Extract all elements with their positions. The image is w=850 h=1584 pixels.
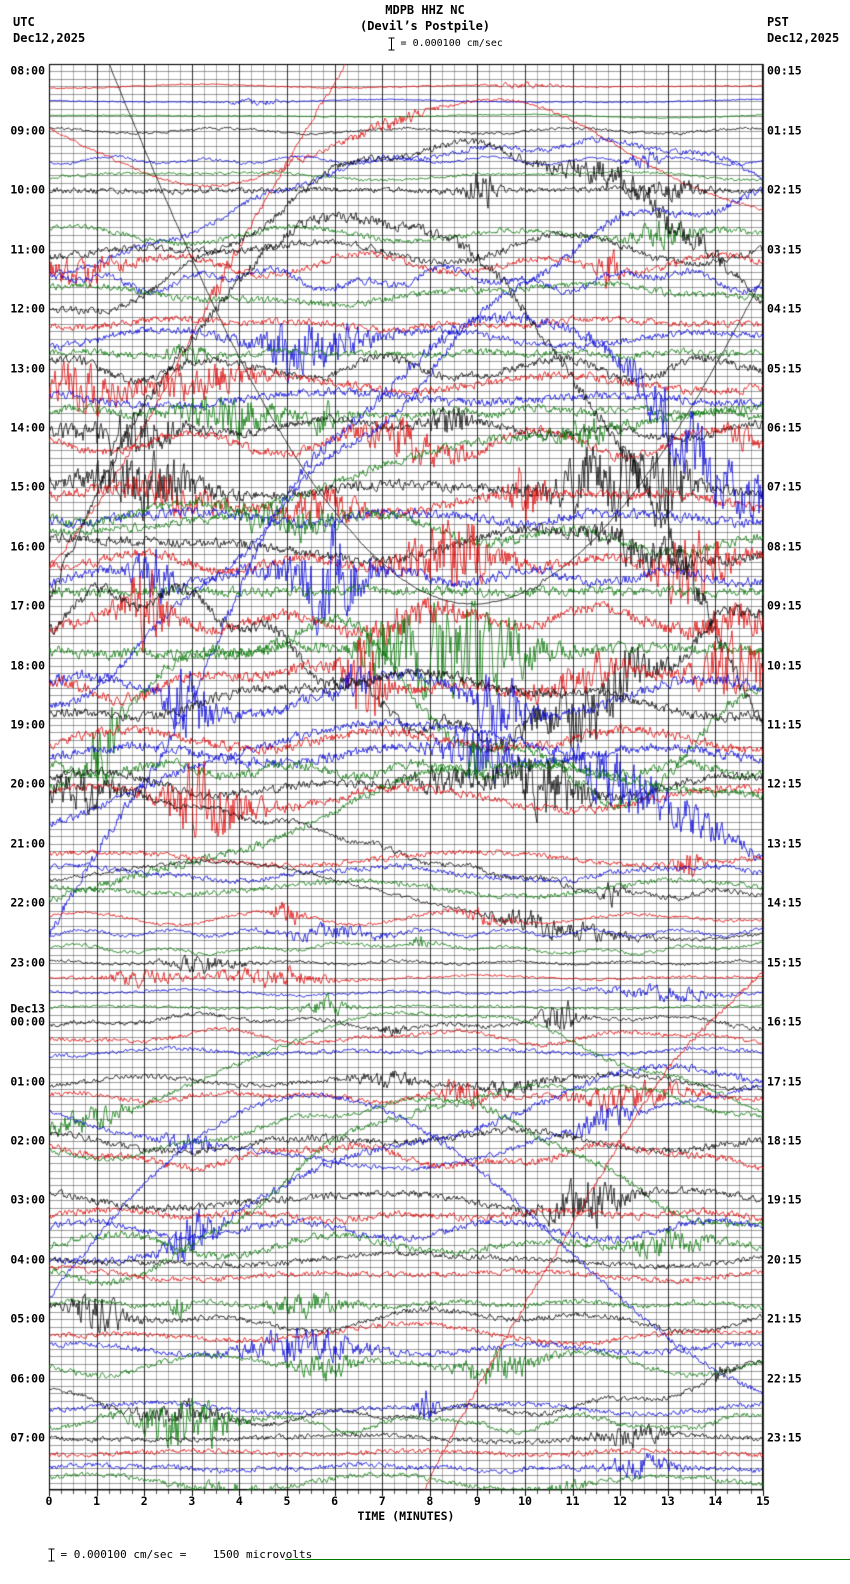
utc-hour-label: 14:00 [10, 420, 45, 435]
pst-hour-label: 20:15 [767, 1252, 802, 1266]
scale-indicator: = 0.000100 cm/sec [348, 37, 503, 51]
calibration-ibeam-icon [8, 1548, 56, 1562]
x-axis-tick: 0 [45, 1494, 53, 1508]
utc-hour-label: 17:00 [10, 598, 45, 613]
pst-hour-label: 03:15 [767, 241, 802, 256]
pst-hour-label: 09:15 [767, 598, 802, 613]
pst-hour-label: 18:15 [767, 1133, 802, 1148]
pst-hour-label: 13:15 [767, 836, 802, 851]
x-axis-tick: 9 [473, 1494, 481, 1508]
utc-hour-label: 15:00 [10, 479, 45, 494]
utc-hour-label: 08:00 [10, 63, 45, 78]
utc-date-break-label: Dec13 [10, 1001, 45, 1016]
pst-hour-label: 06:15 [767, 420, 802, 435]
pst-hour-label: 19:15 [767, 1192, 802, 1207]
utc-hour-label: 13:00 [10, 360, 45, 375]
utc-hour-label: 23:00 [10, 954, 45, 969]
utc-date-label: Dec12,2025 [13, 31, 86, 45]
pst-hour-label: 15:15 [767, 954, 802, 969]
utc-hour-label: 01:00 [10, 1073, 45, 1088]
x-axis-tick: 10 [518, 1494, 532, 1508]
utc-hour-label: 07:00 [10, 1430, 45, 1445]
x-axis-tick: 7 [378, 1494, 386, 1508]
utc-timezone-label: UTC [13, 15, 35, 29]
utc-hour-label: 05:00 [10, 1311, 45, 1326]
utc-hour-label: 12:00 [10, 301, 45, 316]
x-axis-tick: 8 [426, 1494, 434, 1508]
utc-hour-label: 04:00 [10, 1252, 45, 1266]
x-axis-title: TIME (MINUTES) [357, 1509, 455, 1523]
utc-hour-label: 16:00 [10, 539, 45, 553]
pst-hour-label: 10:15 [767, 657, 802, 672]
utc-hour-label: 02:00 [10, 1133, 45, 1148]
x-axis-tick: 6 [331, 1494, 339, 1508]
station-title: MDPB HHZ NC [385, 3, 465, 17]
calibration-note: = 0.000100 cm/sec = 1500 microvolts [8, 1548, 312, 1562]
pst-hour-label: 12:15 [767, 776, 802, 791]
utc-hour-label: 18:00 [10, 657, 45, 672]
scale-label: = 0.000100 cm/sec [400, 38, 503, 49]
x-axis-tick: 11 [565, 1494, 580, 1508]
pst-hour-label: 16:15 [767, 1014, 802, 1029]
pst-hour-label: 01:15 [767, 123, 802, 138]
x-axis-tick: 15 [756, 1494, 770, 1508]
pst-timezone-label: PST [767, 15, 789, 29]
pst-hour-label: 23:15 [767, 1430, 802, 1445]
pst-hour-label: 07:15 [767, 479, 802, 494]
pst-date-label: Dec12,2025 [767, 31, 840, 45]
pst-hour-label: 17:15 [767, 1073, 802, 1088]
scale-ibeam-icon [348, 37, 396, 51]
utc-hour-label: 09:00 [10, 123, 45, 138]
calibration-text: = 0.000100 cm/sec = 1500 microvolts [60, 1548, 313, 1562]
pst-hour-label: 04:15 [767, 301, 802, 316]
x-axis-tick: 1 [93, 1494, 101, 1508]
utc-hour-label: 21:00 [10, 836, 45, 851]
x-axis-tick: 12 [613, 1494, 628, 1508]
utc-hour-label: 19:00 [10, 717, 45, 732]
pst-hour-label: 02:15 [767, 182, 802, 197]
utc-hour-label: 22:00 [10, 895, 45, 910]
utc-hour-label: 20:00 [10, 776, 45, 791]
utc-hour-label: 11:00 [10, 241, 45, 256]
x-axis-tick: 14 [708, 1494, 723, 1508]
x-axis-tick: 3 [188, 1494, 196, 1508]
utc-hour-label: 06:00 [10, 1370, 45, 1385]
station-location: (Devil’s Postpile) [359, 19, 491, 33]
x-axis-tick: 2 [140, 1494, 148, 1508]
utc-hour-label: 00:00 [10, 1014, 45, 1029]
utc-hour-label: 10:00 [10, 182, 45, 197]
x-axis-tick: 13 [660, 1494, 675, 1508]
bottom-green-trace-segment [285, 1559, 850, 1560]
pst-hour-label: 08:15 [767, 539, 802, 553]
pst-hour-label: 00:15 [767, 63, 802, 78]
x-axis-tick: 5 [283, 1494, 291, 1508]
utc-hour-label: 03:00 [10, 1192, 45, 1207]
pst-hour-label: 21:15 [767, 1311, 802, 1326]
pst-hour-label: 11:15 [767, 717, 802, 732]
pst-hour-label: 05:15 [767, 360, 802, 375]
x-axis-tick: 4 [235, 1494, 243, 1508]
pst-hour-label: 14:15 [767, 895, 802, 910]
pst-hour-label: 22:15 [767, 1370, 802, 1385]
